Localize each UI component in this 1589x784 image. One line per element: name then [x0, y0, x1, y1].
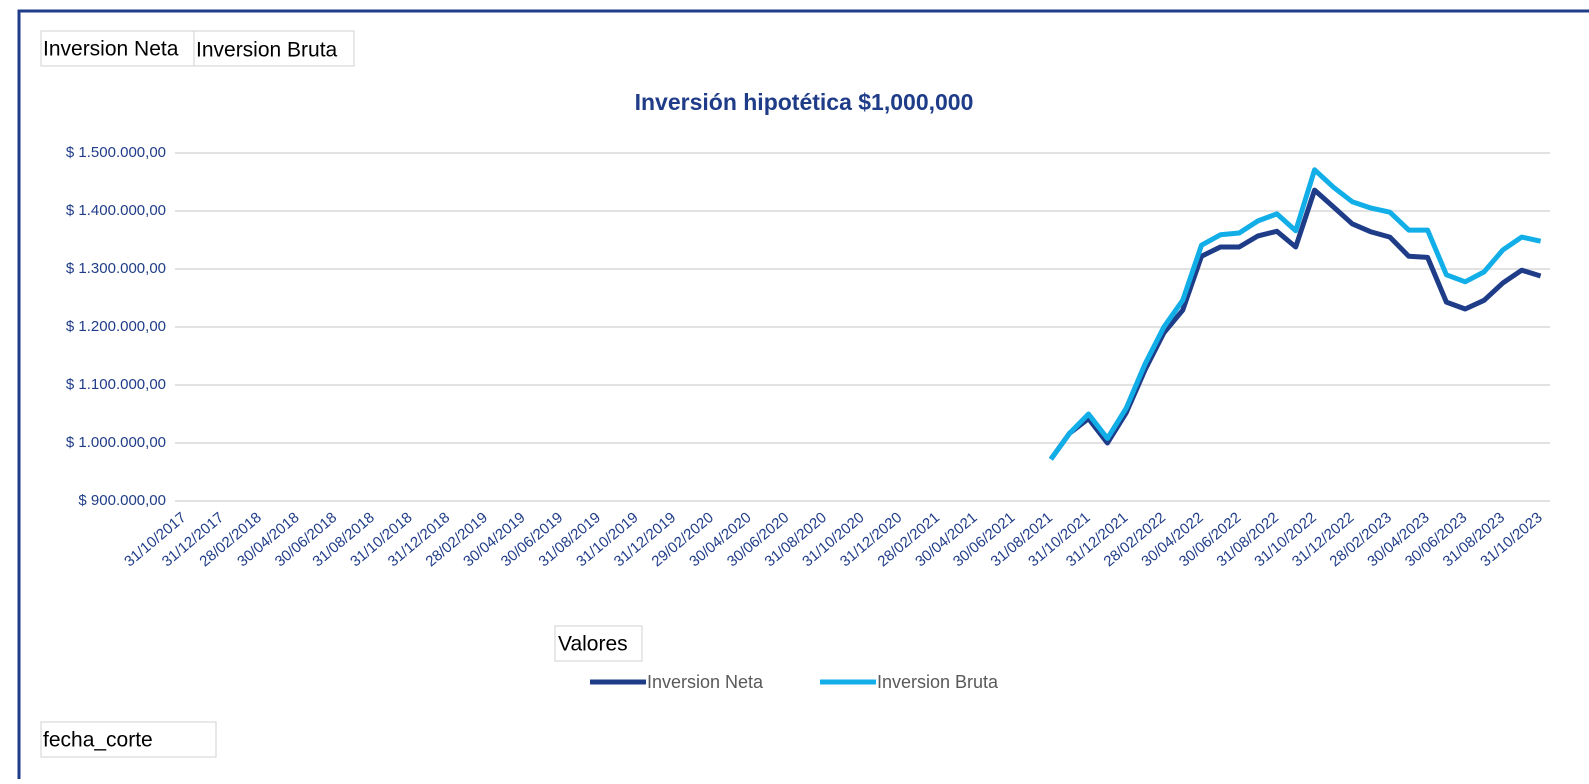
- legend-label: Inversion Neta: [647, 672, 764, 692]
- chart-title: Inversión hipotética $1,000,000: [635, 89, 974, 115]
- y-tick-label: $ 1.500.000,00: [66, 144, 166, 161]
- field-button-label[interactable]: Inversion Neta: [43, 38, 179, 61]
- y-tick-label: $ 1.100.000,00: [66, 376, 166, 393]
- y-tick-label: $ 1.000.000,00: [66, 434, 166, 451]
- legend-field-button[interactable]: [554, 625, 643, 662]
- axis-field-button[interactable]: [40, 721, 217, 758]
- legend-label: Inversion Bruta: [877, 672, 999, 692]
- line-series: [1048, 167, 1542, 461]
- field-button[interactable]: [193, 30, 355, 67]
- chart-frame: [17, 9, 1589, 784]
- y-tick-label: $ 1.300.000,00: [66, 260, 166, 277]
- field-button[interactable]: [40, 30, 195, 67]
- y-tick-label: $ 1.200.000,00: [66, 318, 166, 335]
- field-button-label[interactable]: Inversion Bruta: [196, 39, 338, 62]
- y-tick-label: $ 1.400.000,00: [66, 202, 166, 219]
- legend-field-label[interactable]: Valores: [558, 633, 628, 656]
- axis-field-label[interactable]: fecha_corte: [43, 729, 153, 752]
- y-tick-label: $ 900.000,00: [78, 492, 166, 509]
